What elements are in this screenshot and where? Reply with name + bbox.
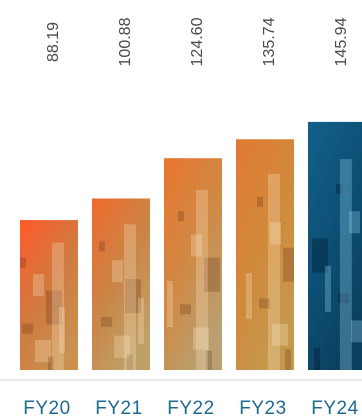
- value-label-fy20: 88.19: [45, 22, 62, 62]
- value-labels-group: 88.19 100.88 124.60 135.74 145.94: [45, 17, 350, 66]
- value-label-fy23: 135.74: [261, 17, 278, 66]
- bar-fy24: [308, 121, 362, 370]
- category-label-fy21: FY21: [95, 398, 142, 418]
- value-label-fy21: 100.88: [117, 17, 134, 66]
- value-label-fy22: 124.60: [189, 17, 206, 66]
- bar-texture: [312, 159, 362, 371]
- category-label-fy20: FY20: [23, 398, 70, 418]
- bar-texture: [99, 224, 144, 370]
- bar-texture: [167, 189, 220, 370]
- bar-texture: [20, 242, 65, 370]
- bar-fy22: [164, 158, 222, 370]
- bar-fy21: [92, 198, 150, 370]
- bar-fy20: [20, 220, 78, 370]
- bars-group: [20, 121, 362, 371]
- category-label-fy22: FY22: [167, 398, 214, 418]
- category-label-fy23: FY23: [239, 398, 286, 418]
- value-label-fy24: 145.94: [333, 17, 350, 66]
- category-label-fy24: FY24: [311, 398, 358, 418]
- bar-texture: [246, 173, 294, 370]
- bar-fy23: [236, 139, 294, 370]
- category-labels-group: FY20 FY21 FY22 FY23 FY24: [23, 398, 358, 418]
